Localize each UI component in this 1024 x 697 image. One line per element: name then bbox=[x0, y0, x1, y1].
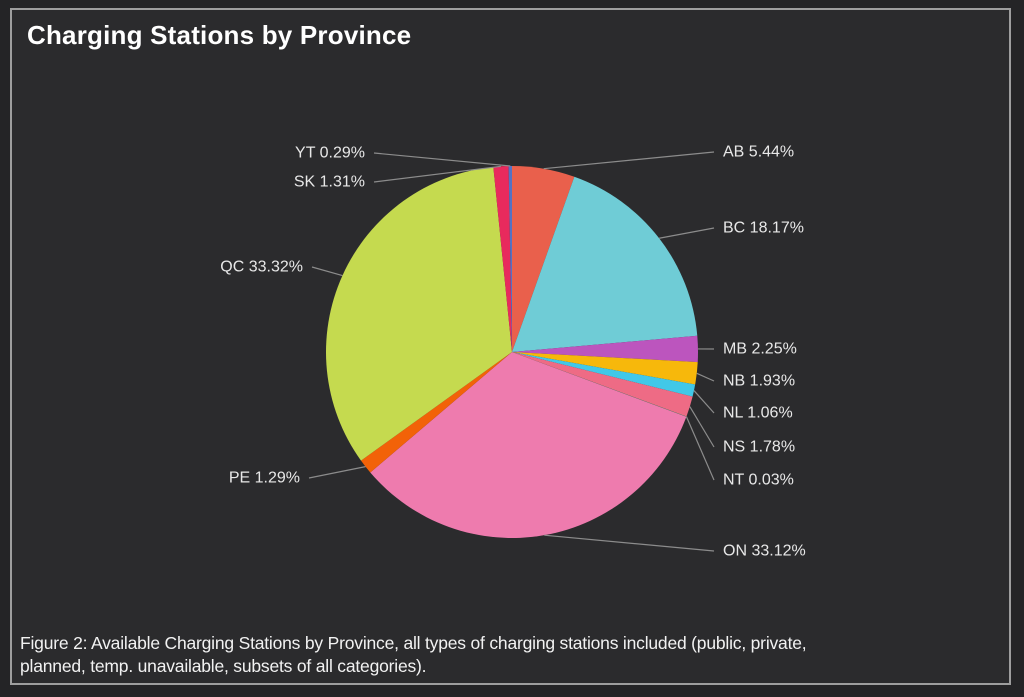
leader-line-nl bbox=[693, 390, 715, 414]
slice-label-ab: AB 5.44% bbox=[723, 144, 794, 161]
pie-slice-yt bbox=[508, 165, 512, 352]
chart-title: Charging Stations by Province bbox=[27, 20, 412, 50]
slice-label-mb: MB 2.25% bbox=[723, 341, 797, 358]
leader-line-nt bbox=[685, 416, 715, 481]
pie-slice-ns bbox=[512, 352, 693, 417]
pie-slice-mb bbox=[512, 335, 699, 363]
slice-label-on: ON 33.12% bbox=[723, 543, 806, 560]
slice-label-qc: QC 33.32% bbox=[220, 259, 303, 276]
leader-line-pe bbox=[308, 466, 366, 479]
leader-line-ab bbox=[543, 151, 715, 170]
slice-label-nt: NT 0.03% bbox=[723, 472, 794, 489]
pie-slice-ab bbox=[512, 166, 575, 352]
figure-caption: Figure 2: Available Charging Stations by… bbox=[20, 632, 980, 678]
leader-line-yt bbox=[373, 152, 511, 167]
slice-label-ns: NS 1.78% bbox=[723, 439, 795, 456]
leader-line-on bbox=[544, 534, 715, 552]
pie-slice-nb bbox=[512, 352, 698, 385]
leader-line-nb bbox=[696, 372, 715, 382]
leader-line-ns bbox=[689, 406, 715, 448]
figure-caption-line2: planned, temp. unavailable, subsets of a… bbox=[20, 656, 427, 676]
slice-label-sk: SK 1.31% bbox=[294, 174, 365, 191]
slice-label-nl: NL 1.06% bbox=[723, 405, 793, 422]
leader-line-sk bbox=[373, 165, 502, 183]
pie-slice-on bbox=[370, 352, 687, 538]
pie-slice-nt bbox=[512, 352, 687, 417]
pie-slice-pe bbox=[361, 352, 512, 473]
slice-label-nb: NB 1.93% bbox=[723, 373, 795, 390]
slice-label-bc: BC 18.17% bbox=[723, 220, 804, 237]
leader-line-qc bbox=[311, 266, 343, 277]
slice-label-pe: PE 1.29% bbox=[229, 470, 300, 487]
pie-slice-nl bbox=[512, 352, 696, 397]
figure-caption-line1: Figure 2: Available Charging Stations by… bbox=[20, 633, 807, 653]
pie-slice-bc bbox=[512, 176, 698, 352]
leader-line-bc bbox=[659, 227, 715, 239]
slice-label-yt: YT 0.29% bbox=[295, 145, 365, 162]
pie-slice-qc bbox=[326, 166, 512, 461]
pie-slice-sk bbox=[493, 166, 512, 352]
